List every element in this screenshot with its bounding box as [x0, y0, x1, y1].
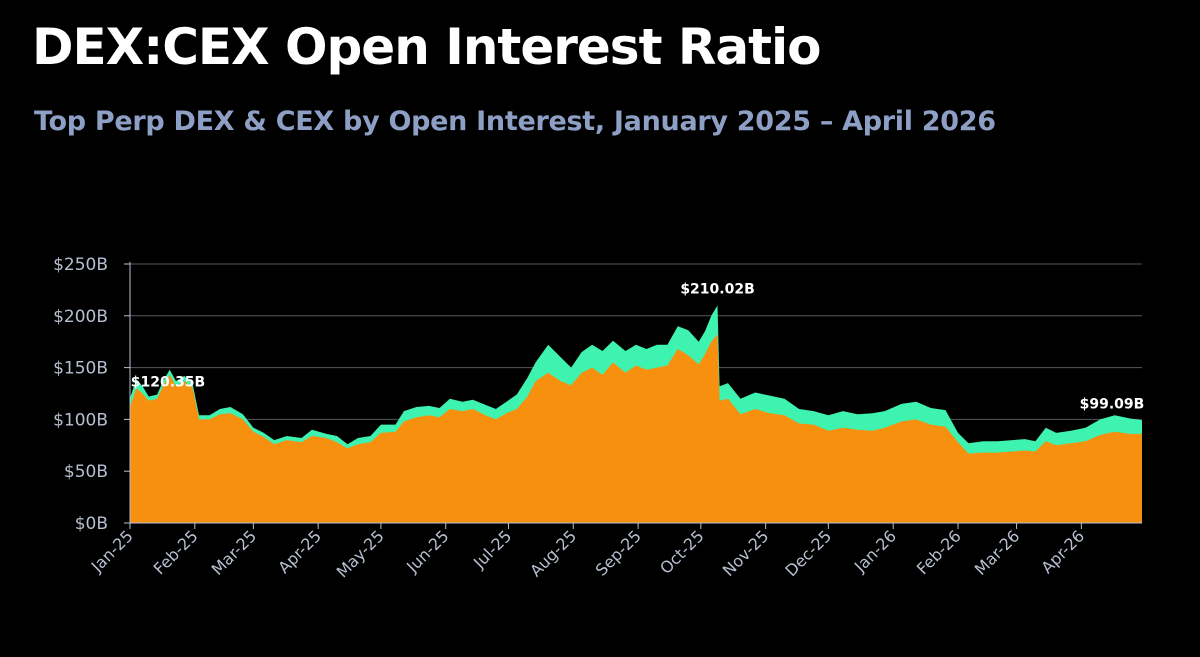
x-tick-label: May-25 [333, 526, 388, 581]
x-tick-label: Mar-26 [971, 526, 1024, 579]
x-tick-label: Apr-26 [1037, 526, 1088, 577]
y-tick-label: $100B [53, 410, 108, 430]
x-tick-label: Mar-25 [208, 526, 261, 579]
y-tick-label: $0B [75, 514, 108, 534]
x-tick-label: Feb-26 [913, 526, 965, 578]
x-tick-label: Feb-25 [150, 526, 202, 578]
area-series-bottom [130, 334, 1142, 523]
stacked-areas [130, 305, 1142, 523]
value-annotations: $120.35B $210.02B $99.09B [131, 281, 1145, 412]
y-tick-label: $50B [64, 462, 108, 482]
y-tick-label: $200B [53, 307, 108, 327]
y-tick-label: $150B [53, 359, 108, 379]
axes [124, 262, 1142, 529]
value-annotation: $120.35B [131, 374, 205, 390]
x-tick-label: Oct-25 [656, 526, 707, 577]
x-tick-label: Jun-25 [402, 526, 452, 576]
chart-subtitle: Top Perp DEX & CEX by Open Interest, Jan… [34, 106, 996, 137]
x-tick-label: Dec-25 [781, 526, 835, 580]
x-tick-label: Jul-25 [469, 526, 515, 572]
x-tick-label: Nov-25 [719, 526, 773, 580]
x-tick-label: Sep-25 [592, 526, 645, 579]
value-annotation: $210.02B [680, 281, 754, 297]
y-tick-label: $250B [53, 255, 108, 275]
x-tick-label: Jan-26 [850, 526, 900, 576]
x-tick-label: Aug-25 [526, 526, 580, 580]
value-annotation: $99.09B [1080, 396, 1145, 412]
chart-title: DEX:CEX Open Interest Ratio [32, 18, 822, 76]
x-tick-label: Apr-25 [274, 526, 325, 577]
